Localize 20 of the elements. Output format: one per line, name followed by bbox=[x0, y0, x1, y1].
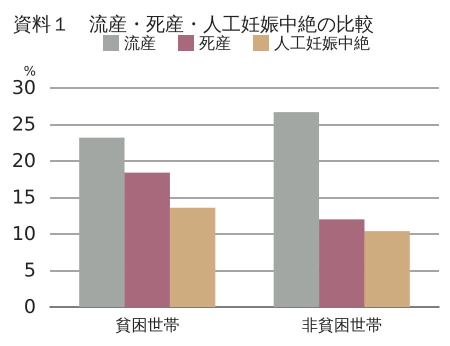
bar bbox=[79, 138, 125, 307]
x-tick-label: 貧困世帯 bbox=[115, 316, 180, 334]
legend-label: 人工妊娠中絶 bbox=[274, 34, 370, 52]
legend-label: 死産 bbox=[199, 34, 231, 52]
bar bbox=[274, 112, 320, 307]
chart-title: 資料１ 流産・死産・人工妊娠中絶の比較 bbox=[13, 14, 374, 36]
y-axis-title: % bbox=[24, 64, 36, 80]
y-tick-label: 10 bbox=[12, 223, 36, 245]
y-tick-label: 30 bbox=[12, 77, 36, 99]
y-tick-label: 25 bbox=[12, 114, 36, 136]
bar bbox=[364, 231, 410, 307]
bar bbox=[319, 219, 364, 307]
y-tick-label: 0 bbox=[24, 296, 36, 318]
y-tick-label: 15 bbox=[12, 186, 36, 208]
legend-label: 流産 bbox=[124, 34, 156, 52]
y-tick-label: 5 bbox=[24, 260, 36, 282]
bar bbox=[124, 172, 170, 307]
bar bbox=[170, 208, 216, 307]
y-tick-label: 20 bbox=[12, 150, 36, 172]
x-tick-label: 非貧困世帯 bbox=[302, 316, 382, 334]
